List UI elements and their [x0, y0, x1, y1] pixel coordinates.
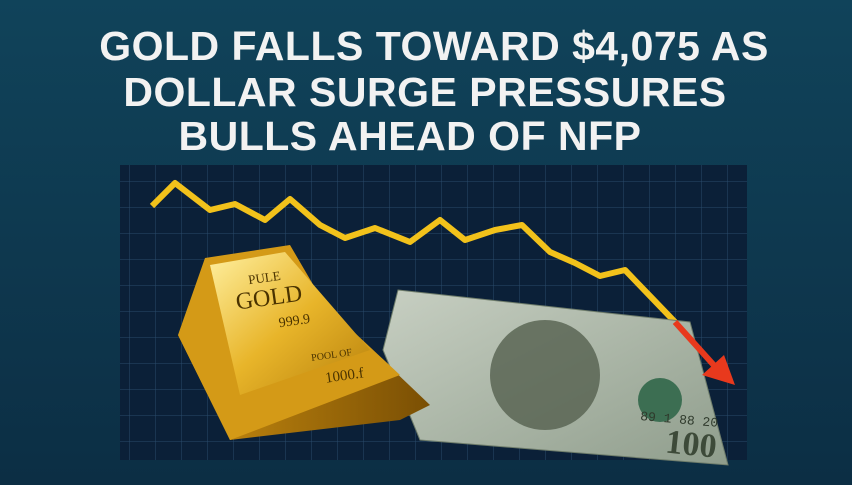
purity: 999.9: [278, 312, 311, 331]
serial: 89 1 88 20: [640, 409, 719, 431]
weight: 1000.f: [324, 365, 365, 386]
bar-top: [210, 252, 370, 395]
stamp-top: PULE: [247, 268, 281, 287]
portrait: [490, 320, 600, 430]
arrow-shaft: [672, 319, 723, 375]
trend-line: [149, 180, 678, 325]
gold-bar: PULE GOLD 999.9 POOL OF 1000.f: [178, 245, 430, 440]
headline-line: DOLLAR SURGE PRESSURES: [123, 69, 726, 115]
headline-line: BULLS AHEAD OF NFP: [178, 113, 641, 159]
headline-line: GOLD FALLS TOWARD $4,075 AS: [99, 23, 769, 69]
seal: [638, 378, 682, 422]
banknote: 89 1 88 20 100: [382, 289, 729, 466]
arrow-head: [702, 355, 735, 385]
denomination: 100: [664, 423, 719, 465]
